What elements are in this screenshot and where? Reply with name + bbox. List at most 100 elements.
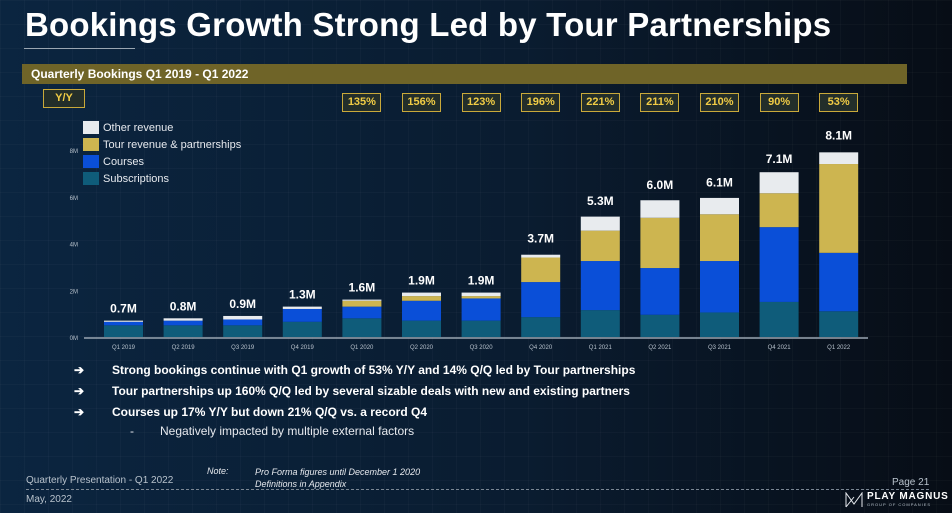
- bar-segment-subscriptions: [759, 301, 799, 337]
- note-line: Pro Forma figures until December 1 2020: [255, 467, 421, 477]
- y-tick-label: 8M: [70, 149, 78, 155]
- bar-total-label: 7.1M: [766, 152, 793, 166]
- yy-growth-badge: 221%: [580, 93, 620, 112]
- sub-bullet-text: Negatively impacted by multiple external…: [160, 423, 415, 438]
- bar-total-label: 5.3M: [587, 194, 614, 208]
- x-tick-label: Q4 2021: [768, 345, 792, 351]
- key-points: ➔ Strong bookings continue with Q1 growt…: [74, 359, 635, 439]
- legend-item-other: Other revenue: [83, 119, 241, 136]
- bar-segment-other-revenue: [521, 254, 561, 258]
- bar-segment-tour-revenue-partnerships: [580, 230, 620, 262]
- play-magnus-logo-icon: [845, 492, 863, 508]
- yy-growth-badge: 211%: [640, 93, 680, 112]
- y-tick-label: 0M: [70, 336, 78, 342]
- legend-item-subscriptions: Subscriptions: [83, 170, 241, 187]
- bar-segment-courses: [282, 308, 322, 322]
- legend-item-courses: Courses: [83, 153, 241, 170]
- company-logo: PLAY MAGNUS GROUP OF COMPANIES: [845, 492, 949, 508]
- x-tick-label: Q1 2019: [112, 345, 136, 351]
- yy-growth-badge: 90%: [759, 93, 799, 112]
- bullet-item: ➔ Strong bookings continue with Q1 growt…: [74, 359, 635, 380]
- bar-segment-other-revenue: [104, 320, 143, 322]
- bar-total-label: 0.7M: [110, 302, 137, 316]
- bar-segment-other-revenue: [402, 292, 441, 297]
- x-tick-label: Q1 2022: [827, 345, 851, 351]
- yy-growth-badge: 135%: [342, 93, 382, 112]
- yy-growth-badge: 123%: [461, 93, 501, 112]
- bar-segment-courses: [759, 227, 799, 302]
- bar-segment-other-revenue: [223, 315, 263, 320]
- bar-segment-other-revenue: [282, 306, 322, 309]
- x-tick-label: Q1 2020: [350, 345, 374, 351]
- note-label: Note:: [207, 466, 229, 476]
- bar-segment-subscriptions: [402, 320, 441, 337]
- note-text: Pro Forma figures until December 1 2020 …: [255, 466, 420, 490]
- note-line: Definitions in Appendix: [255, 479, 347, 489]
- legend-item-tour: Tour revenue & partnerships: [83, 136, 241, 153]
- legend-label: Subscriptions: [103, 172, 170, 185]
- arrow-icon: ➔: [74, 404, 85, 419]
- bar-segment-tour-revenue-partnerships: [342, 300, 382, 307]
- bar-segment-courses: [104, 321, 143, 326]
- bar-segment-tour-revenue-partnerships: [759, 193, 799, 228]
- x-tick-label: Q4 2019: [291, 345, 315, 351]
- bar-segment-subscriptions: [640, 314, 680, 337]
- y-tick-label: 4M: [70, 243, 78, 249]
- bar-segment-subscriptions: [580, 310, 620, 337]
- section-banner: Quarterly Bookings Q1 2019 - Q1 2022: [22, 64, 907, 84]
- legend-label: Tour revenue & partnerships: [103, 138, 242, 151]
- bar-segment-other-revenue: [819, 152, 859, 165]
- bar-segment-tour-revenue-partnerships: [461, 296, 501, 299]
- bar-segment-other-revenue: [163, 318, 203, 321]
- bullet-item: ➔ Courses up 17% Y/Y but down 21% Q/Q vs…: [74, 401, 635, 422]
- bar-segment-subscriptions: [163, 325, 203, 337]
- bar-segment-other-revenue: [759, 172, 799, 194]
- bar-total-label: 1.9M: [408, 274, 435, 288]
- x-tick-label: Q4 2020: [529, 345, 553, 351]
- banner-label: Quarterly Bookings Q1 2019 - Q1 2022: [31, 67, 249, 81]
- bar-segment-courses: [640, 268, 680, 315]
- dash-icon: -: [130, 423, 134, 438]
- arrow-icon: ➔: [74, 383, 85, 398]
- bar-segment-tour-revenue-partnerships: [521, 257, 561, 283]
- yy-growth-badge: 196%: [521, 93, 561, 112]
- bar-segment-courses: [580, 261, 620, 311]
- bar-total-label: 3.7M: [527, 232, 554, 246]
- legend-label: Other revenue: [103, 121, 174, 134]
- legend-swatch-tour: [83, 138, 99, 151]
- bar-segment-courses: [163, 320, 203, 326]
- x-tick-label: Q3 2019: [231, 345, 255, 351]
- logo-subtitle: GROUP OF COMPANIES: [867, 502, 932, 507]
- bar-segment-subscriptions: [342, 318, 382, 337]
- bar-segment-courses: [223, 319, 263, 326]
- bar-segment-courses: [700, 261, 739, 313]
- x-tick-label: Q1 2021: [589, 345, 613, 351]
- bar-segment-subscriptions: [521, 317, 561, 337]
- bar-segment-subscriptions: [223, 325, 263, 337]
- arrow-icon: ➔: [74, 362, 85, 377]
- bullet-item: ➔ Tour partnerships up 160% Q/Q led by s…: [74, 380, 635, 401]
- x-tick-label: Q3 2020: [470, 345, 494, 351]
- bar-segment-courses: [461, 298, 501, 321]
- bar-total-label: 1.9M: [468, 274, 495, 288]
- bookings-chart: 0M 2M 4M 6M 8M 0.7M Q1 2019 0.8M Q2 2019 0.9M Q3 2…: [69, 149, 868, 351]
- bar-segment-other-revenue: [342, 299, 382, 301]
- bar-total-label: 0.9M: [229, 297, 256, 311]
- bar-segment-courses: [521, 282, 561, 318]
- bar-segment-other-revenue: [461, 292, 501, 297]
- logo-name: PLAY MAGNUS: [867, 491, 949, 502]
- yy-growth-badge: 156%: [402, 93, 441, 112]
- bar-segment-courses: [819, 252, 859, 312]
- bar-segment-subscriptions: [104, 325, 143, 337]
- bar-total-label: 1.3M: [289, 288, 316, 302]
- footer-divider: [26, 489, 929, 490]
- bar-segment-other-revenue: [580, 216, 620, 231]
- page-number: Page 21: [892, 477, 930, 488]
- bar-segment-subscriptions: [282, 321, 322, 337]
- bar-segment-tour-revenue-partnerships: [819, 164, 859, 253]
- bar-segment-other-revenue: [700, 197, 739, 215]
- sub-bullet-item: - Negatively impacted by multiple extern…: [74, 422, 635, 439]
- bar-segment-tour-revenue-partnerships: [402, 296, 441, 301]
- bar-total-label: 0.8M: [170, 299, 197, 313]
- bar-segment-tour-revenue-partnerships: [640, 217, 680, 269]
